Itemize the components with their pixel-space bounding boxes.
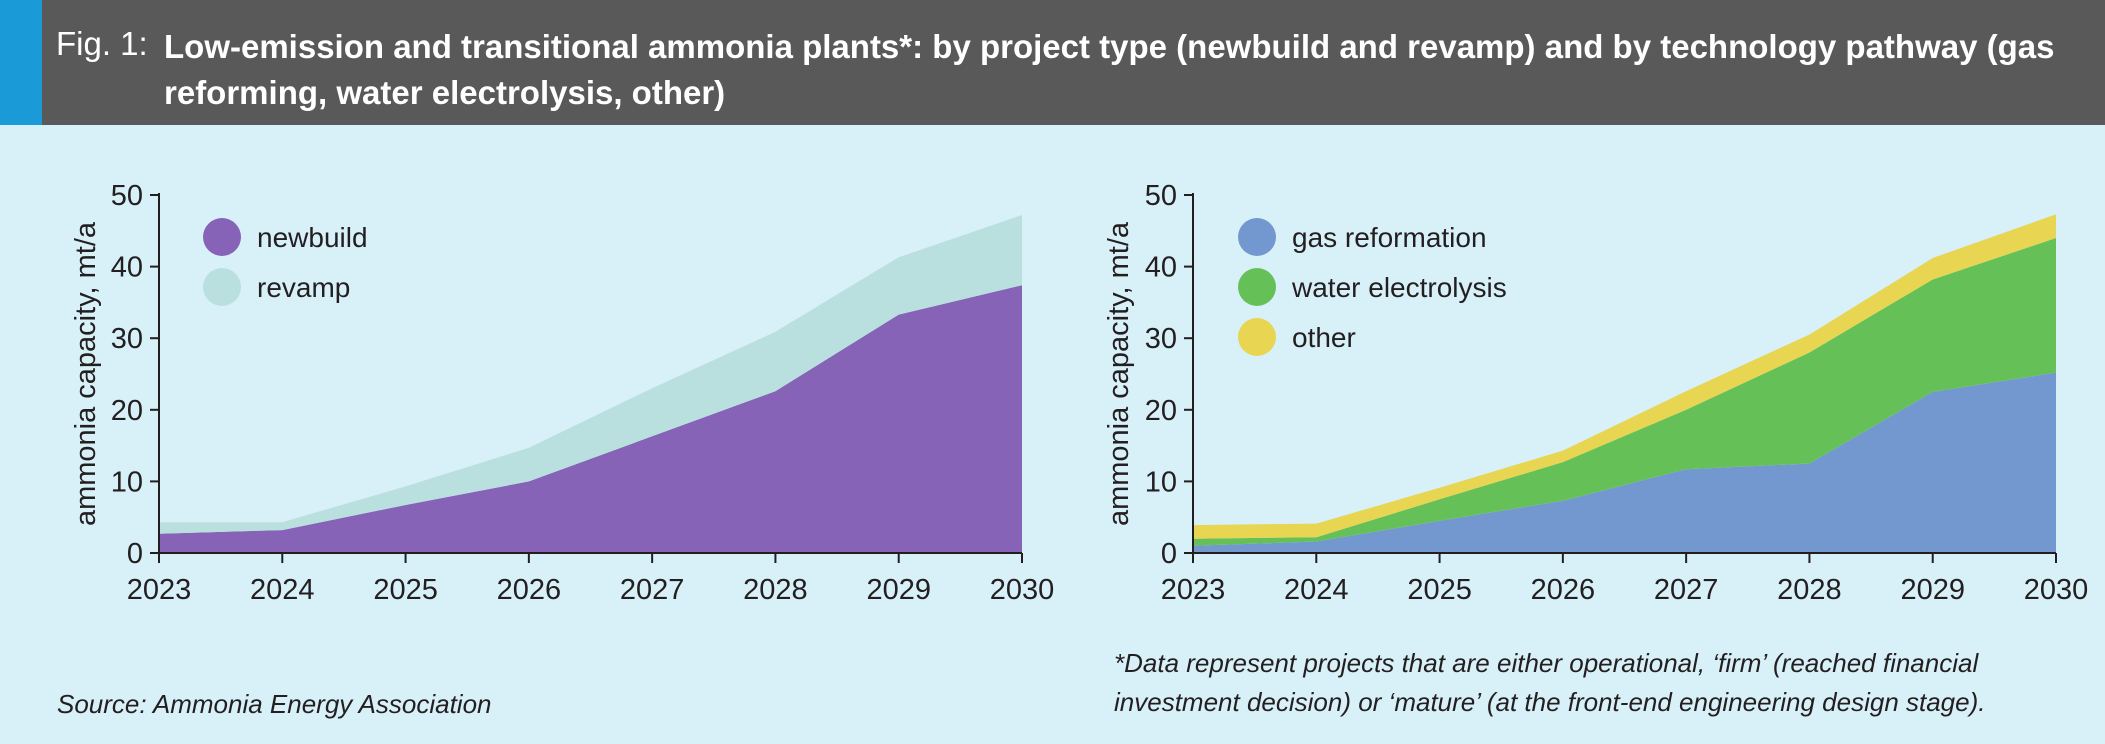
area-series-other [1193,214,2056,539]
source-note: Source: Ammonia Energy Association [57,689,492,719]
legend-swatch [1238,218,1276,256]
y-tick-label: 40 [111,252,143,284]
x-tick-label: 2028 [743,574,808,606]
y-tick-label: 20 [111,395,143,427]
x-tick-label: 2030 [2024,574,2089,606]
legend-swatch [1238,268,1276,306]
legend-label: revamp [257,272,350,303]
y-tick-label: 0 [1161,538,1177,570]
legend-label: water electrolysis [1291,272,1507,303]
figure-header [0,0,2105,125]
y-tick-label: 40 [1145,252,1177,284]
area-series-gas-reformation [1193,372,2056,553]
area-series-newbuild [159,285,1022,553]
x-tick-label: 2026 [497,574,562,606]
footnote-line: investment decision) or ‘mature’ (at the… [1114,687,1986,717]
y-axis-label: ammonia capacity, mt/a [70,221,102,526]
legend-swatch [203,218,241,256]
x-tick-label: 2028 [1777,574,1842,606]
header-accent-bar [0,0,42,125]
y-tick-label: 50 [111,180,143,212]
y-tick-label: 10 [111,466,143,498]
y-tick-label: 30 [111,323,143,355]
x-tick-label: 2029 [1900,574,1965,606]
y-tick-label: 20 [1145,395,1177,427]
footnote: *Data represent projects that are either… [1114,644,2094,722]
x-tick-label: 2027 [1654,574,1719,606]
x-tick-label: 2026 [1531,574,1596,606]
x-tick-label: 2027 [620,574,685,606]
x-tick-label: 2025 [1407,574,1472,606]
y-tick-label: 10 [1145,466,1177,498]
x-tick-label: 2023 [127,574,192,606]
legend-swatch [1238,318,1276,356]
legend-label: other [1292,322,1356,353]
area-series-revamp [159,215,1022,534]
footnote-line: *Data represent projects that are either… [1114,648,1979,678]
legend-label: gas reformation [1292,222,1487,253]
figure-title: Low-emission and transitional ammonia pl… [164,28,2055,111]
x-tick-label: 2029 [866,574,931,606]
figure-label: Fig. 1: [56,25,148,62]
legend-label: newbuild [257,222,368,253]
y-tick-label: 0 [127,538,143,570]
y-tick-label: 50 [1145,180,1177,212]
y-axis-label: ammonia capacity, mt/a [1103,221,1135,526]
area-series-water-electrolysis [1193,238,2056,546]
x-tick-label: 2024 [1284,574,1349,606]
y-tick-label: 30 [1145,323,1177,355]
x-tick-label: 2030 [990,574,1055,606]
x-tick-label: 2025 [373,574,438,606]
legend-swatch [203,268,241,306]
x-tick-label: 2024 [250,574,315,606]
x-tick-label: 2023 [1161,574,1226,606]
